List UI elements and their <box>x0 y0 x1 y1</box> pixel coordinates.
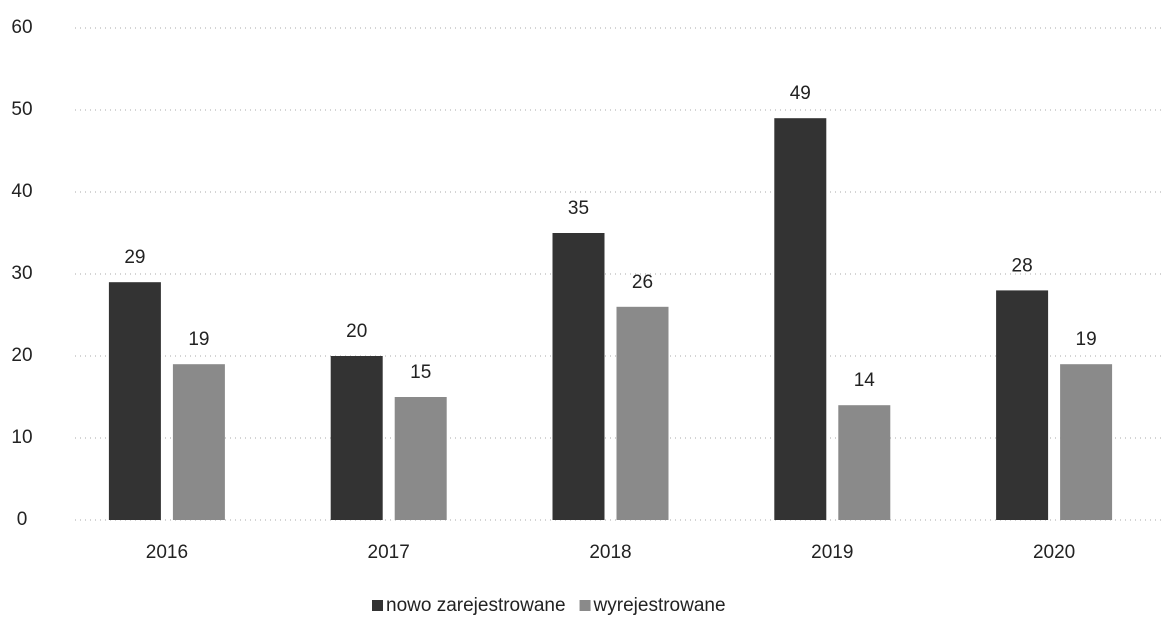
data-label: 26 <box>632 272 653 293</box>
data-label: 19 <box>188 329 209 350</box>
bar <box>838 405 891 520</box>
data-label: 29 <box>124 247 145 268</box>
legend-swatch <box>579 600 591 611</box>
bar <box>330 356 383 520</box>
legend-swatch <box>372 600 383 611</box>
y-tick-label: 20 <box>11 345 32 366</box>
bar <box>774 118 827 520</box>
data-label: 20 <box>346 321 367 342</box>
x-tick-label: 2019 <box>811 542 853 563</box>
data-label: 28 <box>1012 255 1033 276</box>
bar <box>996 290 1049 520</box>
data-label: 35 <box>568 198 589 219</box>
y-tick-label: 0 <box>17 509 28 530</box>
bar <box>394 397 447 520</box>
bar <box>1060 364 1113 520</box>
bar <box>108 282 161 520</box>
data-label: 14 <box>854 370 876 391</box>
legend-label: nowo zarejestrowane <box>386 595 566 616</box>
y-tick-label: 40 <box>11 181 32 202</box>
x-tick-label: 2018 <box>589 542 631 563</box>
legend-label: wyrejestrowane <box>593 595 726 616</box>
bar <box>616 306 669 520</box>
y-tick-label: 10 <box>11 427 32 448</box>
x-tick-label: 2017 <box>368 542 410 563</box>
x-tick-label: 2016 <box>146 542 188 563</box>
y-tick-label: 30 <box>11 263 32 284</box>
data-label: 49 <box>790 83 811 104</box>
x-tick-label: 2020 <box>1033 542 1075 563</box>
data-label: 15 <box>410 362 431 383</box>
y-tick-label: 60 <box>11 17 32 38</box>
y-tick-label: 50 <box>11 99 32 120</box>
data-label: 19 <box>1076 329 1097 350</box>
bar <box>552 233 605 520</box>
bar <box>172 364 225 520</box>
